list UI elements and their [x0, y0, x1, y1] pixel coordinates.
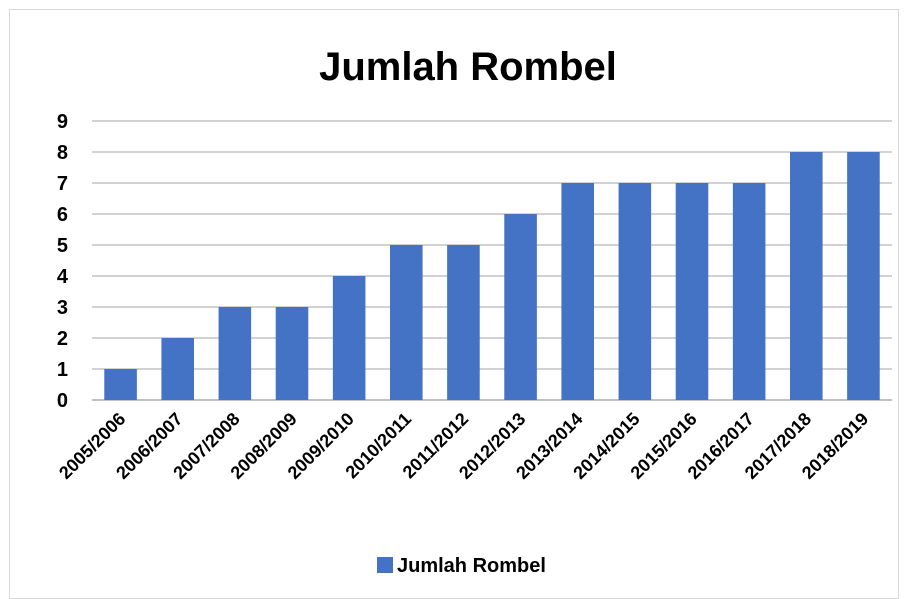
y-axis-ticks: 0 1 2 3 4 5 6 7 8 9: [57, 111, 69, 412]
bar: [618, 183, 652, 400]
bar: [847, 152, 880, 400]
bar: [790, 152, 823, 400]
y-tick-label: 2: [57, 328, 68, 350]
legend-label: Jumlah Rombel: [397, 555, 546, 577]
y-tick-label: 4: [57, 266, 69, 288]
bar: [161, 338, 194, 400]
bar: [275, 307, 309, 400]
y-tick-label: 6: [57, 204, 68, 226]
bar: [732, 183, 766, 400]
bar: [504, 214, 537, 400]
bar: [675, 183, 709, 400]
y-tick-label: 7: [57, 173, 68, 195]
y-tick-label: 1: [57, 359, 68, 381]
bar: [104, 369, 137, 400]
bar: [218, 307, 252, 400]
chart-title: Jumlah Rombel: [319, 45, 617, 89]
y-tick-label: 9: [57, 111, 68, 133]
bar: [447, 245, 480, 400]
bars: [104, 152, 880, 400]
y-tick-label: 8: [57, 142, 68, 164]
y-tick-label: 5: [57, 235, 68, 257]
y-tick-label: 0: [57, 390, 68, 412]
x-axis-ticks: 2005/20062006/20072007/20082008/20092009…: [55, 409, 872, 483]
bar: [390, 245, 423, 400]
bar: [332, 276, 366, 400]
gridlines: [92, 120, 892, 401]
legend: Jumlah Rombel: [377, 555, 546, 577]
bar: [561, 183, 594, 400]
legend-swatch: [377, 557, 393, 573]
y-tick-label: 3: [57, 297, 68, 319]
